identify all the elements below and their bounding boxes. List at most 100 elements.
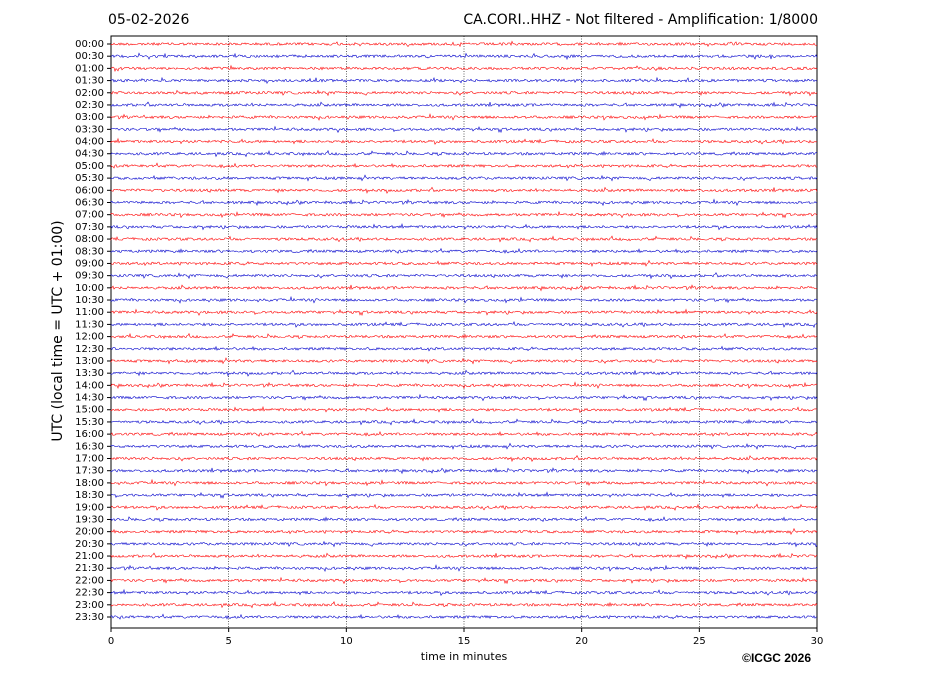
y-tick-label: 02:30 <box>75 100 104 111</box>
trace <box>110 527 818 536</box>
trace <box>110 405 818 414</box>
trace <box>110 89 818 97</box>
trace <box>110 345 818 352</box>
y-tick-label: 02:00 <box>75 88 104 99</box>
trace <box>110 430 818 437</box>
trace <box>110 601 818 609</box>
date-title: 05-02-2026 <box>108 12 189 28</box>
trace <box>110 540 818 548</box>
y-tick-label: 23:30 <box>75 612 104 623</box>
y-tick-label: 15:30 <box>75 417 104 428</box>
y-tick-label: 12:30 <box>75 344 104 355</box>
trace <box>110 113 818 121</box>
x-tick-label: 5 <box>225 636 231 647</box>
trace <box>110 272 818 280</box>
trace <box>110 357 818 365</box>
y-tick-label: 17:00 <box>75 454 104 465</box>
trace <box>110 149 818 158</box>
trace <box>110 125 818 134</box>
trace <box>110 613 818 620</box>
trace <box>110 174 818 182</box>
y-tick-label: 22:30 <box>75 588 104 599</box>
trace <box>110 198 818 207</box>
trace <box>110 186 818 194</box>
y-tick-label: 10:30 <box>75 295 104 306</box>
y-tick-label: 20:00 <box>75 527 104 538</box>
trace <box>110 101 818 109</box>
x-tick-label: 25 <box>693 636 706 647</box>
y-tick-label: 09:00 <box>75 258 104 269</box>
trace <box>110 381 818 390</box>
trace <box>110 564 818 572</box>
y-tick-label: 08:30 <box>75 246 104 257</box>
trace <box>110 137 818 145</box>
x-tick-label: 0 <box>108 636 114 647</box>
trace <box>110 295 817 304</box>
trace <box>110 576 818 585</box>
y-tick-label: 11:30 <box>75 319 104 330</box>
y-axis-label: UTC (local time = UTC + 01:00) <box>50 220 66 441</box>
trace <box>110 454 818 463</box>
y-tick-label: 17:30 <box>75 466 104 477</box>
y-tick-label: 13:00 <box>75 356 104 367</box>
y-tick-label: 13:30 <box>75 368 104 379</box>
y-tick-label: 12:00 <box>75 332 104 343</box>
trace <box>110 442 818 450</box>
y-tick-label: 03:30 <box>75 124 104 135</box>
y-tick-label: 05:30 <box>75 173 104 184</box>
trace <box>110 418 818 426</box>
trace <box>110 308 818 317</box>
trace <box>110 491 818 499</box>
trace <box>110 588 818 596</box>
credit: ©ICGC 2026 <box>742 651 811 665</box>
y-tick-label: 16:00 <box>75 429 104 440</box>
trace <box>110 222 818 231</box>
y-tick-label: 16:30 <box>75 441 104 452</box>
trace <box>110 503 818 511</box>
trace <box>110 478 818 487</box>
y-tick-label: 10:00 <box>75 283 104 294</box>
trace <box>110 64 818 73</box>
y-tick-label: 07:00 <box>75 210 104 221</box>
x-tick-label: 10 <box>340 636 353 647</box>
y-tick-label: 18:00 <box>75 478 104 489</box>
trace <box>110 369 818 377</box>
chart-title: CA.CORI..HHZ - Not filtered - Amplificat… <box>463 12 818 28</box>
y-tick-label: 14:00 <box>75 380 104 391</box>
trace <box>110 40 818 48</box>
y-tick-label: 19:30 <box>75 514 104 525</box>
y-tick-label: 00:30 <box>75 51 104 62</box>
y-tick-label: 05:00 <box>75 161 104 172</box>
trace <box>110 247 818 254</box>
y-tick-label: 21:30 <box>75 563 104 574</box>
trace <box>110 321 818 328</box>
y-tick-label: 00:00 <box>75 39 104 50</box>
y-tick-label: 15:00 <box>75 405 104 416</box>
trace <box>110 284 818 292</box>
y-tick-label: 18:30 <box>75 490 104 501</box>
y-tick-label: 09:30 <box>75 271 104 282</box>
trace <box>110 393 818 402</box>
trace <box>110 552 818 560</box>
y-tick-label: 20:30 <box>75 539 104 550</box>
y-tick-label: 04:00 <box>75 137 104 148</box>
x-tick-label: 15 <box>458 636 471 647</box>
y-tick-label: 21:00 <box>75 551 104 562</box>
x-tick-label: 30 <box>811 636 824 647</box>
y-tick-label: 01:00 <box>75 63 104 74</box>
trace <box>110 210 818 219</box>
y-tick-label: 08:00 <box>75 234 104 245</box>
x-tick-label: 20 <box>575 636 588 647</box>
trace <box>110 76 818 85</box>
trace <box>110 467 818 475</box>
y-tick-label: 11:00 <box>75 307 104 318</box>
y-tick-label: 07:30 <box>75 222 104 233</box>
trace <box>110 162 818 169</box>
y-tick-label: 01:30 <box>75 76 104 87</box>
y-tick-label: 14:30 <box>75 393 104 404</box>
trace <box>110 235 818 243</box>
y-tick-label: 03:00 <box>75 112 104 123</box>
trace <box>110 259 818 267</box>
trace <box>110 516 818 523</box>
